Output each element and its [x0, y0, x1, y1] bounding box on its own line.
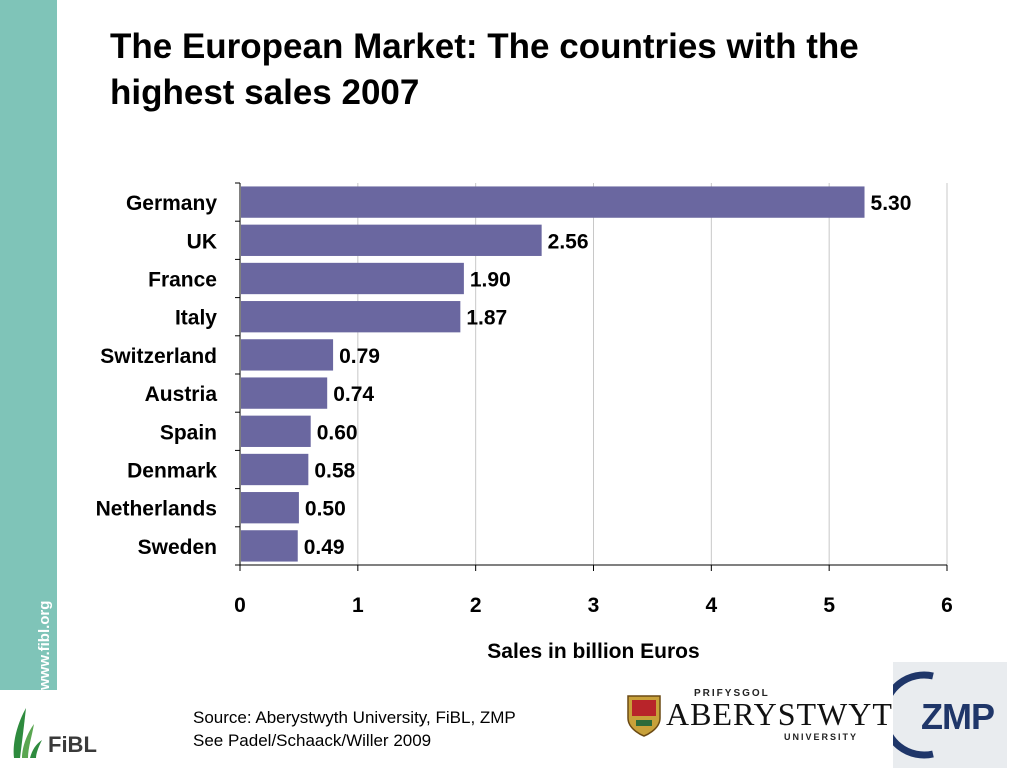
data-label: 0.79 — [339, 345, 380, 368]
data-label: 0.60 — [317, 421, 358, 444]
zmp-logo-text: ZMP — [921, 696, 995, 737]
x-tick-label: 2 — [470, 594, 482, 617]
category-label: Spain — [160, 421, 217, 444]
fibl-logo-text: FiBL — [48, 732, 97, 757]
crest-icon — [627, 695, 661, 737]
bar — [241, 453, 309, 486]
data-label: 5.30 — [871, 192, 912, 215]
source-note: Source: Aberystwyth University, FiBL, ZM… — [193, 706, 516, 752]
category-label: Denmark — [127, 460, 217, 483]
data-label: 1.90 — [470, 269, 511, 292]
source-line: See Padel/Schaack/Willer 2009 — [193, 731, 432, 750]
x-axis-label: Sales in billion Euros — [487, 640, 699, 663]
x-tick-label: 3 — [588, 594, 600, 617]
category-label: Austria — [145, 383, 218, 406]
fibl-logo: FiBL — [8, 702, 108, 760]
bar — [241, 224, 542, 256]
sidebar-band — [0, 0, 57, 690]
category-label: France — [148, 269, 217, 292]
data-label: 0.49 — [304, 536, 345, 559]
category-label: Germany — [126, 192, 217, 215]
zmp-logo: ZMP — [893, 662, 1007, 768]
data-label: 0.50 — [305, 498, 346, 521]
bar — [241, 415, 311, 447]
category-label: Netherlands — [96, 498, 217, 521]
fibl-leaf-icon — [13, 708, 42, 758]
bar — [241, 301, 461, 333]
category-label: Sweden — [138, 536, 217, 559]
aberystwyth-logo: PRIFYSGOL ABERYSTWYTH UNIVERSITY — [626, 688, 916, 748]
data-label: 2.56 — [548, 230, 589, 253]
bar — [241, 492, 299, 524]
bar — [241, 339, 334, 371]
page-title: The European Market: The countries with … — [110, 27, 859, 112]
bar — [241, 186, 865, 218]
x-tick-label: 1 — [352, 594, 364, 617]
aberystwyth-bottom-text: UNIVERSITY — [784, 732, 859, 742]
category-label: Switzerland — [100, 345, 217, 368]
category-label: Italy — [175, 307, 217, 330]
source-line: Source: Aberystwyth University, FiBL, ZM… — [193, 708, 516, 727]
aberystwyth-name-text: ABERYSTWYTH — [666, 696, 917, 732]
data-label: 0.74 — [333, 383, 374, 406]
bar — [241, 262, 464, 295]
x-tick-label: 4 — [705, 594, 717, 617]
bar-chart: 0 1 2 3 4 5 6 Sales in billion Euros Germany 5.30… — [96, 182, 953, 663]
data-label: 0.58 — [314, 460, 355, 483]
zmp-arc-icon — [893, 671, 934, 759]
x-tick-label: 6 — [941, 594, 953, 617]
bar — [241, 530, 298, 562]
x-tick-label: 0 — [234, 594, 246, 617]
aberystwyth-top-text: PRIFYSGOL — [694, 688, 770, 699]
bar — [241, 377, 328, 409]
data-label: 1.87 — [466, 307, 507, 330]
x-tick-label: 5 — [823, 594, 835, 617]
category-label: UK — [187, 230, 217, 253]
